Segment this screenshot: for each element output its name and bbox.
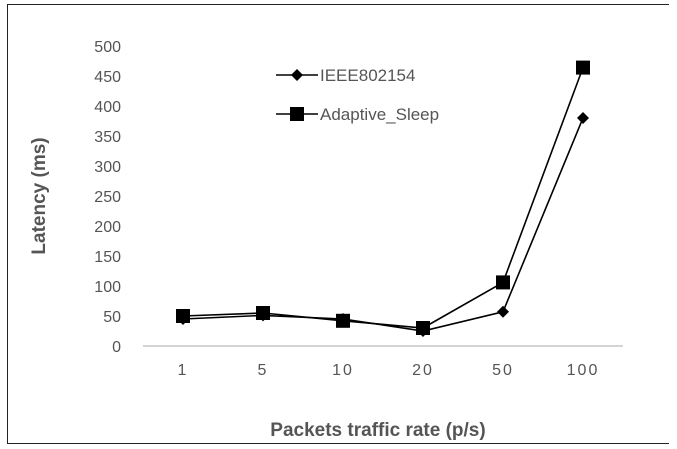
y-tick-label: 100: [94, 279, 121, 296]
x-tick-label: 5: [258, 362, 269, 379]
legend-marker: [290, 107, 304, 121]
legend: IEEE802154 Adaptive_Sleep: [276, 66, 439, 124]
series-adaptive-sleep: [176, 60, 590, 335]
square-data-point: [176, 309, 190, 323]
x-tick-label: 100: [567, 362, 600, 379]
y-tick-label: 150: [94, 249, 121, 266]
legend-item: IEEE802154: [276, 66, 415, 85]
y-tick-labels: 0 50 100 150 200 250 300 350 400 450 500: [94, 39, 121, 356]
y-tick-label: 500: [94, 39, 121, 56]
series-line: [182, 67, 584, 329]
y-tick-label: 250: [94, 189, 121, 206]
y-tick-label: 300: [94, 159, 121, 176]
series-group: [176, 60, 590, 337]
x-axis-title: Packets traffic rate (p/s): [270, 420, 485, 441]
x-tick-labels: 1 5 10 20 50 100: [178, 362, 600, 379]
square-data-point: [256, 306, 270, 320]
legend-item: Adaptive_Sleep: [276, 105, 439, 124]
square-data-point: [496, 275, 510, 290]
y-tick-label: 200: [94, 219, 121, 236]
x-tick-label: 50: [492, 362, 514, 379]
y-tick-label: 450: [94, 69, 121, 86]
series-line: [182, 117, 584, 332]
y-tick-label: 50: [103, 309, 121, 326]
diamond-data-point: [497, 305, 509, 318]
y-tick-label: 400: [94, 99, 121, 116]
chart-frame: [7, 4, 669, 444]
series-ieee802154: [177, 112, 589, 337]
y-tick-label: 350: [94, 129, 121, 146]
square-data-point: [336, 313, 350, 328]
x-tick-label: 10: [332, 362, 354, 379]
x-tick-label: 1: [178, 362, 189, 379]
y-axis-title: Latency (ms): [29, 137, 50, 254]
square-data-point: [416, 321, 430, 335]
x-tick-label: 20: [412, 362, 434, 379]
legend-marker: [291, 69, 303, 81]
diamond-data-point: [577, 112, 589, 124]
y-tick-label: 0: [112, 339, 121, 356]
legend-label: IEEE802154: [320, 66, 415, 85]
square-data-point: [576, 60, 590, 75]
legend-label: Adaptive_Sleep: [320, 105, 439, 124]
